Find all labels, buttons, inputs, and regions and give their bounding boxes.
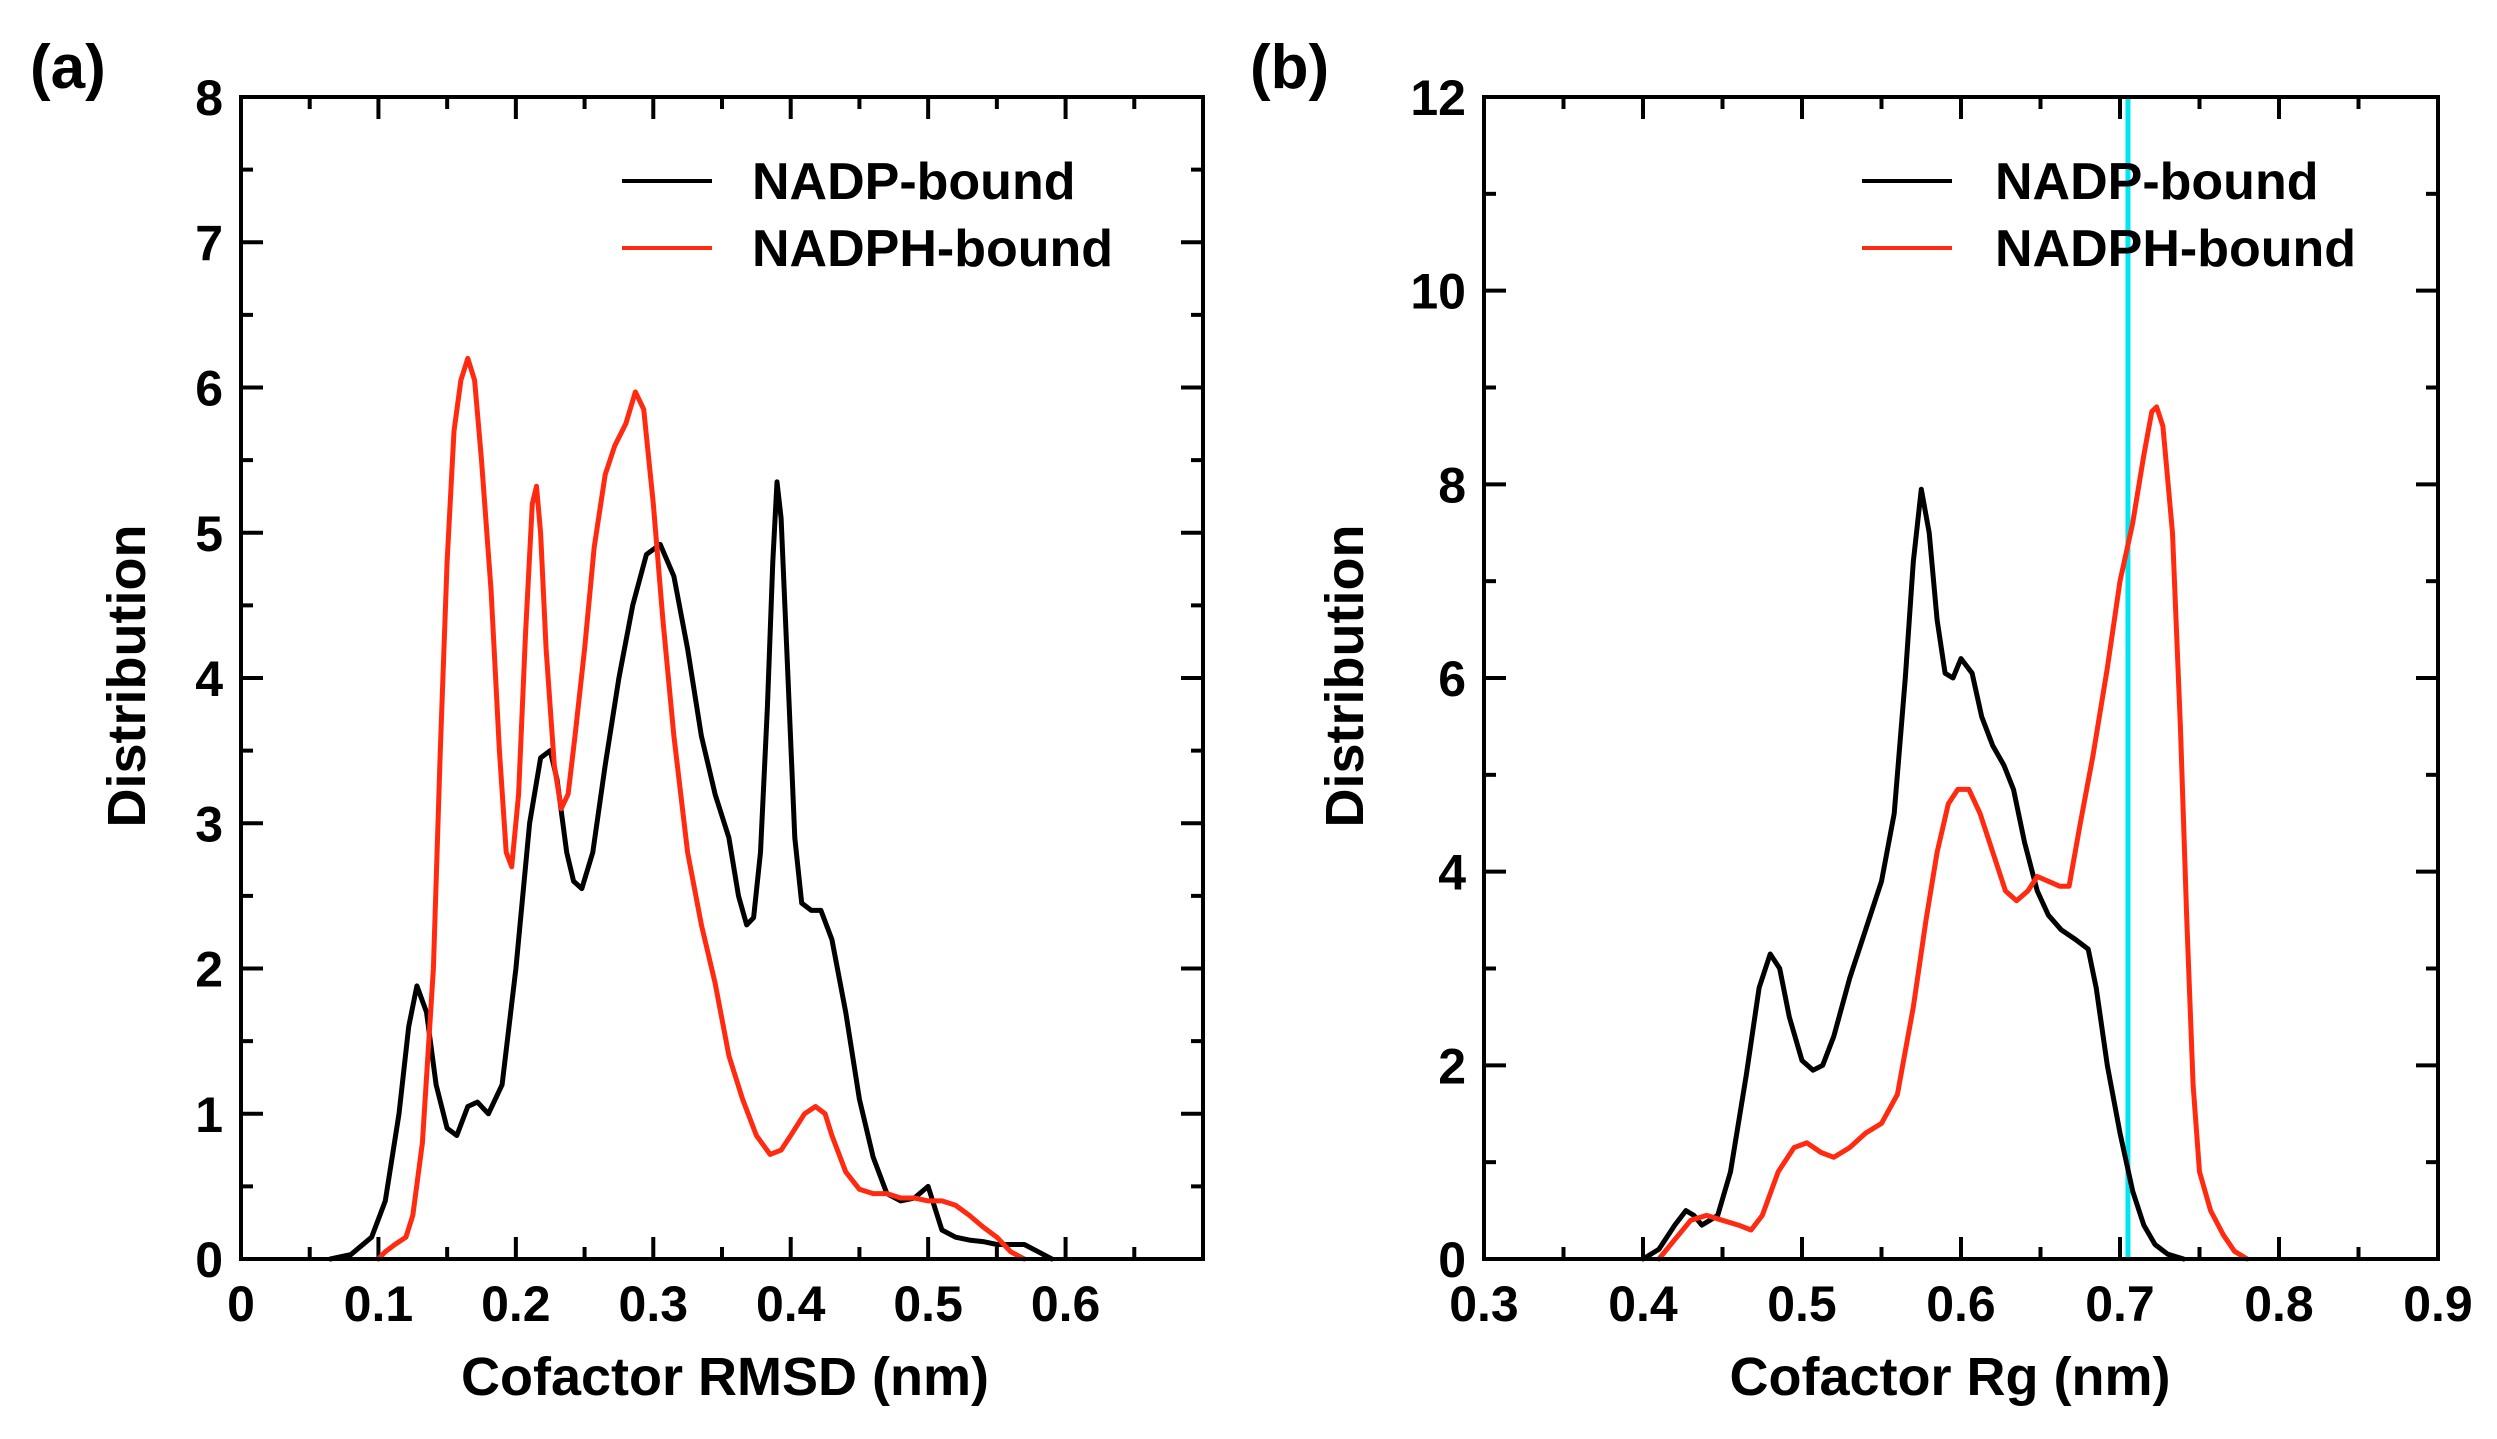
panel-b-y-tick-label: 12 [1410, 70, 1466, 126]
panel-b-y-axis-title: Distribution [1315, 525, 1375, 828]
panel-a-y-tick-label: 2 [195, 942, 223, 998]
panel-a-x-tick-label: 0.1 [344, 1276, 414, 1332]
panel-a-y-tick-label: 4 [195, 651, 223, 707]
panel-a-y-tick-label: 8 [195, 70, 223, 126]
panel-b-x-tick-label: 0.5 [1767, 1276, 1837, 1332]
panel-b-legend-label-nadp: NADP-bound [1995, 153, 2318, 211]
panel-a-legend-label-nadp: NADP-bound [752, 153, 1075, 211]
panel-a-x-axis-title: Cofactor RMSD (nm) [461, 1347, 989, 1407]
panel-b-series-line-nadp [1640, 486, 2187, 1262]
panel-b-x-tick-label: 0.3 [1449, 1276, 1519, 1332]
panel-a-y-tick-label: 0 [195, 1232, 223, 1288]
panel-a-y-axis-title: Distribution [97, 525, 157, 828]
panel-b-y-tick-label: 0 [1438, 1232, 1466, 1288]
panel-b-x-tick-label: 0.7 [2085, 1276, 2155, 1332]
panel-b-plot-frame [1482, 95, 2440, 1261]
panel-a-plot-frame [239, 95, 1205, 1261]
panel-b-y-tick-label: 8 [1438, 457, 1466, 513]
panel-b-legend-label-nadph: NADPH-bound [1995, 220, 2356, 278]
panel-a-series-line-nadph [375, 355, 1027, 1262]
panel-b-x-tick-label: 0.6 [1926, 1276, 1996, 1332]
panel-b-x-tick-label: 0.4 [1608, 1276, 1678, 1332]
panel-b-x-tick-label: 0.8 [2244, 1276, 2314, 1332]
panel-a-legend: NADP-bound NADPH-bound [622, 153, 1113, 278]
panel-a-x-tick-label: 0.4 [756, 1276, 826, 1332]
panel-a-y-tick-label: 5 [195, 506, 223, 562]
panel-b-series-line-nadph [1656, 404, 2250, 1262]
panel-a-series-group [327, 355, 1055, 1262]
panel-b-y-tick-label: 6 [1438, 651, 1466, 707]
panel-b-x-axis-title: Cofactor Rg (nm) [1730, 1347, 2171, 1407]
panel-b-y-tick-label: 4 [1438, 845, 1466, 901]
panel-a-series-line-nadp [327, 479, 1055, 1262]
panel-b-y-tick-label: 10 [1410, 264, 1466, 320]
panel-a-y-tick-label: 6 [195, 361, 223, 417]
panel-a-legend-label-nadph: NADPH-bound [752, 220, 1113, 278]
panel-a: (a) Distribution Cofactor RMSD (nm) 0 0.1… [30, 33, 1205, 1407]
panel-b-legend: NADP-bound NADPH-bound [1862, 153, 2356, 278]
panel-b-y-tick-label: 2 [1438, 1038, 1466, 1094]
panel-b-label: (b) [1250, 33, 1329, 102]
panel-a-x-tick-label: 0.5 [893, 1276, 963, 1332]
panel-b-series-group [1640, 97, 2250, 1262]
panel-b-x-tick-label: 0.9 [2403, 1276, 2473, 1332]
panel-a-x-tick-label: 0.2 [481, 1276, 551, 1332]
panel-a-y-tick-label: 1 [195, 1087, 223, 1143]
panel-a-y-tick-label: 7 [195, 215, 223, 271]
panel-a-x-tick-label: 0.6 [1031, 1276, 1101, 1332]
panel-a-label: (a) [30, 33, 106, 102]
panel-a-y-tick-label: 3 [195, 796, 223, 852]
panel-a-x-tick-label: 0.3 [619, 1276, 689, 1332]
panel-b: (b) Distribution Cofactor Rg (nm) 0.3 0.4… [1250, 33, 2473, 1407]
panel-a-x-tick-label: 0 [227, 1276, 255, 1332]
